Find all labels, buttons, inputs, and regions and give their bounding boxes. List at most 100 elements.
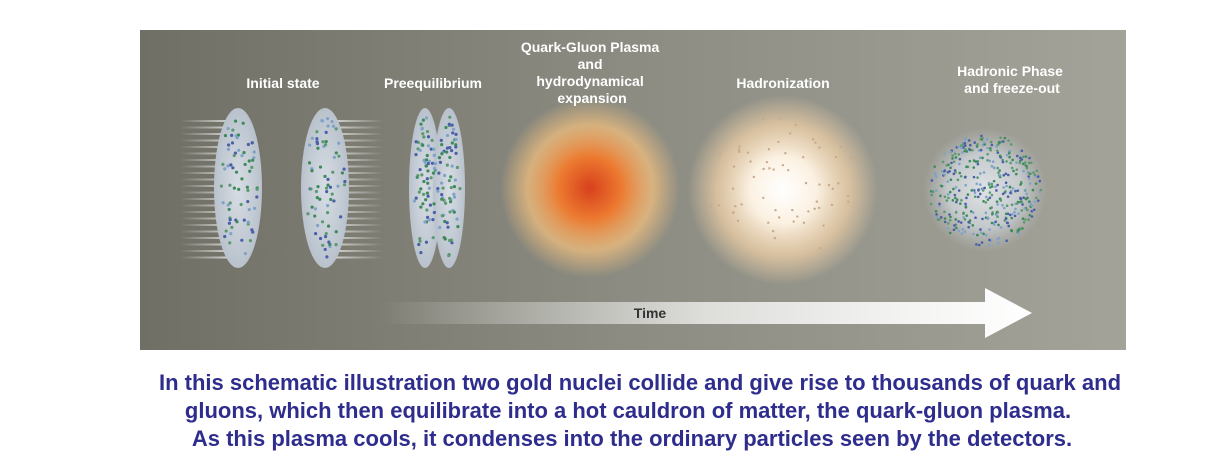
particle (1002, 140, 1005, 143)
particle (419, 123, 422, 126)
particle (976, 234, 979, 237)
particle (973, 141, 976, 144)
particle (762, 197, 764, 199)
particle (1007, 225, 1010, 228)
particle (986, 153, 989, 156)
particle (421, 132, 424, 135)
particle (233, 154, 236, 157)
particle (986, 216, 989, 219)
particle (987, 198, 990, 201)
particle (331, 193, 334, 196)
particle (772, 168, 774, 170)
particle (936, 216, 939, 219)
particle (993, 166, 996, 169)
particle (327, 225, 330, 228)
particle (953, 160, 956, 163)
particle (818, 146, 820, 148)
particle (749, 160, 751, 162)
particle (813, 208, 815, 210)
particle (828, 184, 830, 186)
particle (947, 222, 950, 225)
particle (944, 169, 947, 172)
particle (454, 152, 457, 155)
particle (1005, 239, 1008, 242)
particle (1025, 193, 1028, 196)
particle (768, 148, 770, 150)
particle (440, 143, 443, 146)
particle (228, 208, 231, 211)
particle (229, 163, 232, 166)
particle (442, 199, 445, 202)
caption-line: As this plasma cools, it condenses into … (192, 426, 1072, 451)
particle (957, 145, 960, 148)
particle (428, 218, 431, 221)
particle (432, 202, 435, 205)
particle (996, 211, 999, 214)
particle (251, 141, 254, 144)
particle (944, 217, 947, 220)
particle (950, 178, 953, 181)
particle (229, 218, 232, 221)
particle (1004, 137, 1007, 140)
particle (323, 175, 326, 178)
particle (341, 171, 344, 174)
particle (419, 149, 422, 152)
particle (953, 173, 956, 176)
particle (795, 124, 797, 126)
particle (772, 230, 774, 232)
particle (762, 168, 764, 170)
particle (425, 164, 428, 167)
particle (432, 172, 435, 175)
particle (932, 190, 935, 193)
particle (796, 215, 798, 217)
particle (988, 239, 991, 242)
particle (947, 193, 950, 196)
particle (803, 222, 805, 224)
particle (954, 218, 957, 221)
particle (326, 117, 329, 120)
particle (249, 239, 252, 242)
particle (991, 213, 994, 216)
particle (734, 205, 736, 207)
particle (970, 189, 973, 192)
particle (949, 216, 952, 219)
particle (227, 143, 230, 146)
particle (429, 176, 432, 179)
particle (947, 197, 950, 200)
particle (313, 214, 316, 217)
particle (231, 128, 234, 131)
particle (1004, 190, 1007, 193)
stage-label: Initial state (246, 75, 319, 91)
particle (326, 178, 329, 181)
particle (944, 221, 947, 224)
particle (234, 120, 237, 123)
particle (1027, 218, 1030, 221)
particle (443, 174, 446, 177)
particle (1022, 156, 1025, 159)
particle (969, 144, 972, 147)
particle (1005, 212, 1008, 215)
particle (255, 195, 258, 198)
particle (230, 134, 233, 137)
particle (1032, 189, 1035, 192)
particle (930, 194, 933, 197)
particle (236, 136, 239, 139)
particle (837, 182, 839, 184)
particle (1021, 200, 1024, 203)
particle (333, 156, 336, 159)
particle (321, 244, 324, 247)
particle (448, 123, 451, 126)
particle (961, 151, 964, 154)
particle (1005, 160, 1008, 163)
stage-label: Hadronization (736, 75, 829, 91)
particle (450, 186, 453, 189)
particle (448, 179, 451, 182)
particle (774, 209, 776, 211)
particle (789, 132, 791, 134)
particle (306, 212, 309, 215)
particle (991, 185, 994, 188)
particle (324, 235, 327, 238)
particle (325, 187, 328, 190)
page: Time Initial state Preequilibrium Quark-… (0, 0, 1227, 470)
particle (957, 179, 960, 182)
